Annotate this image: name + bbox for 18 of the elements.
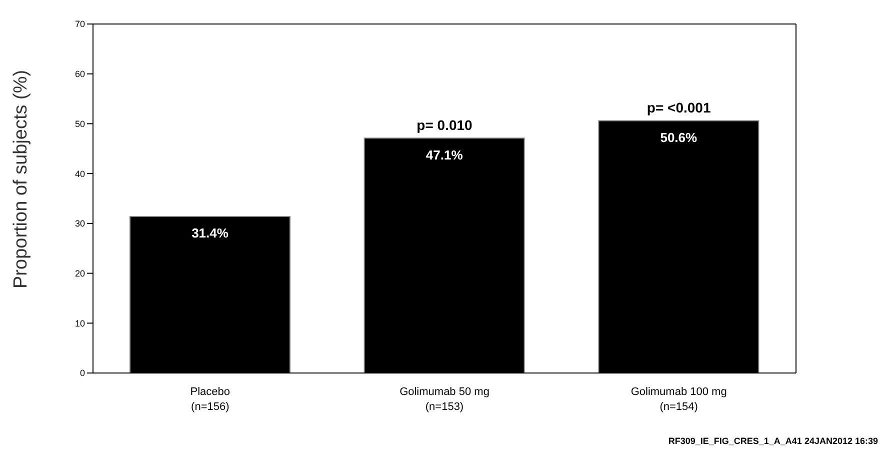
y-tick-label: 50 <box>74 118 85 129</box>
x-tick-label: Golimumab 100 mg (n=154) <box>630 386 727 413</box>
x-tick-label: Placebo (n=156) <box>190 386 230 413</box>
data-label: 50.6% <box>660 130 698 145</box>
y-tick-label: 0 <box>80 368 85 378</box>
data-label: 47.1% <box>426 147 464 162</box>
annotation: p= <0.001 <box>646 100 711 116</box>
y-tick-label: 20 <box>74 268 85 278</box>
text: RF309_IE_FIG_CRES_1_A_A41 24JAN2012 16:39 <box>668 436 878 446</box>
y-tick-label: 70 <box>74 19 85 30</box>
y-tick-label: 60 <box>74 69 85 80</box>
y-axis-title: Proportion of subjects (%) <box>10 70 32 288</box>
x-tick-label: Golimumab 50 mg (n=153) <box>400 386 490 413</box>
y-tick-label: 10 <box>74 318 85 328</box>
data-label: 31.4% <box>192 226 229 241</box>
y-tick-label: 30 <box>74 218 85 229</box>
annotation: p= 0.010 <box>416 117 473 134</box>
y-tick-label: 40 <box>74 168 85 179</box>
